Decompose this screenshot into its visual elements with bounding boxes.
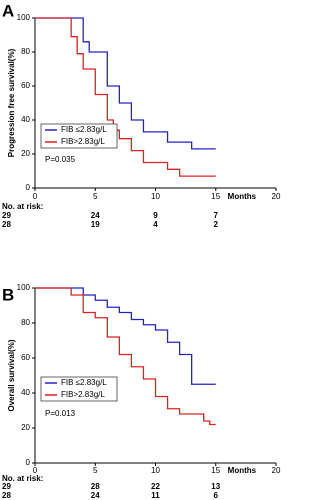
risk-count: 29: [2, 211, 11, 220]
risk-count: 29: [2, 482, 11, 491]
risk-count: 6: [214, 491, 219, 500]
y-tick-label: 20: [21, 149, 30, 158]
y-tick-label: 100: [17, 13, 31, 22]
x-tick-label: 15: [211, 192, 220, 201]
y-tick-label: 60: [21, 81, 30, 90]
risk-count: 7: [214, 211, 219, 220]
survival-curve: [35, 287, 216, 426]
risk-count: 13: [211, 482, 220, 491]
y-axis-label: Progression free survival(%): [7, 48, 16, 157]
y-tick-label: 40: [21, 115, 30, 124]
risk-count: 19: [91, 220, 100, 229]
x-tick-label: 0: [33, 466, 38, 475]
y-tick-label: 0: [26, 458, 31, 467]
x-tick-label: 20: [272, 466, 281, 475]
x-tick-label: 10: [151, 192, 160, 201]
y-tick-label: 40: [21, 388, 30, 397]
x-axis-label: Months: [228, 466, 257, 475]
risk-count: 11: [151, 491, 160, 500]
panel-label: B: [2, 285, 14, 304]
risk-count: 4: [153, 220, 158, 229]
survival-curve: [35, 287, 216, 385]
survival-curve: [35, 17, 216, 150]
x-tick-label: 5: [93, 192, 98, 201]
y-axis-label: Overall survival(%): [7, 339, 16, 411]
legend-label: FIB>2.83g/L: [61, 137, 105, 146]
risk-count: 9: [153, 211, 158, 220]
y-tick-label: 20: [21, 423, 30, 432]
risk-count: 28: [2, 220, 11, 229]
legend-label: FIB>2.83g/L: [61, 390, 105, 399]
y-tick-label: 80: [21, 318, 30, 327]
x-tick-label: 0: [33, 192, 38, 201]
p-value: P=0.013: [45, 409, 76, 418]
y-tick-label: 80: [21, 47, 30, 56]
y-tick-label: 100: [17, 283, 31, 292]
risk-count: 2: [214, 220, 219, 229]
legend-box: [40, 376, 118, 402]
legend-box: [40, 123, 118, 149]
risk-count: 22: [151, 482, 160, 491]
x-tick-label: 5: [93, 466, 98, 475]
legend-label: FIB ≤2.83g/L: [61, 378, 107, 387]
risk-count: 28: [91, 482, 100, 491]
x-tick-label: 10: [151, 466, 160, 475]
x-axis-label: Months: [228, 192, 257, 201]
p-value: P=0.035: [45, 155, 76, 164]
risk-table-title: No. at risk:: [2, 202, 43, 211]
legend-label: FIB ≤2.83g/L: [61, 125, 107, 134]
risk-count: 24: [91, 491, 100, 500]
y-tick-label: 0: [26, 183, 31, 192]
x-tick-label: 20: [272, 192, 281, 201]
y-tick-label: 60: [21, 353, 30, 362]
x-tick-label: 15: [211, 466, 220, 475]
risk-table-title: No. at risk:: [2, 474, 43, 483]
survival-curve: [35, 17, 216, 177]
risk-count: 28: [2, 491, 11, 500]
panel-label: A: [2, 1, 14, 20]
risk-count: 24: [91, 211, 100, 220]
